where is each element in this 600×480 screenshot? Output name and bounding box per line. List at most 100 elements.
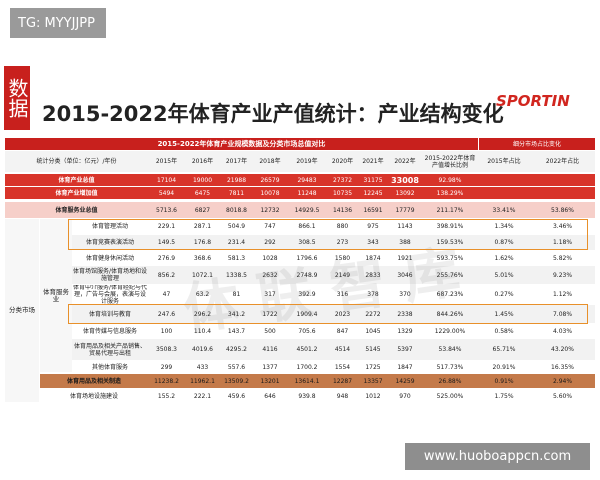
table-cell: 299: [160, 363, 173, 371]
table-cell: 10078: [260, 189, 280, 197]
table-cell: 1338.5: [226, 271, 247, 279]
table-cell: 53.86%: [551, 206, 574, 214]
table-cell: 317: [264, 291, 276, 298]
table-cell: 557.6: [227, 363, 246, 371]
table-cell: 1847: [397, 363, 413, 371]
row-label: 体育场馆服务/体育场地和设施管理: [72, 268, 148, 282]
row-label: 体育用品及相关制造: [66, 377, 121, 385]
table-cell: 5494: [158, 189, 175, 197]
table-cell: 593.75%: [436, 254, 464, 262]
table-cell: 20.91%: [492, 363, 516, 371]
table-cell: 6827: [194, 206, 211, 214]
row-label: 体育服务业总值: [55, 206, 98, 214]
row-label: 体育健身休闲活动: [85, 254, 134, 262]
table-cell: 138.29%: [436, 189, 464, 197]
table-cell: 1028: [262, 254, 278, 262]
table-cell: 149.5: [157, 239, 176, 246]
table-cell: 308.5: [298, 239, 316, 246]
table-side-title: 细分市场占比变化: [479, 138, 595, 150]
header-cell: 2018年: [259, 158, 281, 165]
table-cell: 273: [336, 239, 349, 246]
table-cell: 13357: [363, 377, 383, 385]
table-cell: 1554: [334, 363, 351, 371]
table-cell: 4501.2: [296, 346, 318, 353]
table-cell: 47: [162, 291, 171, 298]
row-label: 体育产业总值: [58, 176, 95, 184]
table-cell: 16591: [363, 206, 383, 214]
table-cell: 63.2: [195, 291, 210, 298]
table-cell: 1072.1: [192, 271, 213, 279]
table-cell: 222.1: [193, 392, 212, 400]
row-bg: [72, 219, 595, 234]
table-cell: 705.6: [298, 328, 316, 335]
table-cell: 1.75%: [494, 392, 514, 400]
table-cell: 26579: [260, 176, 280, 184]
table-cell: 33.41%: [492, 206, 516, 214]
row-label: 体育中介服务/体育经纪与代理，广告与会展，表演与设计服务: [72, 285, 148, 304]
table-cell: 81: [232, 291, 241, 298]
table-cell: 296.2: [193, 310, 212, 318]
table-cell: 27372: [332, 176, 353, 184]
table-cell: 26.88%: [438, 377, 462, 385]
table-cell: 1725: [365, 363, 381, 371]
table-cell: 21988: [226, 176, 247, 184]
table-cell: 316: [336, 291, 349, 298]
table-cell: 155.2: [157, 392, 176, 400]
row-bg: [5, 187, 595, 199]
row-label: 体育培训与教育: [88, 310, 131, 318]
header-cell: 2020年: [331, 158, 354, 165]
row-label: 体育场地设施建设: [69, 392, 118, 400]
table-cell: 1.12%: [552, 291, 573, 298]
table-cell: 53.84%: [438, 346, 462, 353]
header-cell: 2021年: [362, 158, 384, 165]
table-cell: 581.3: [227, 254, 246, 262]
table-cell: 0.58%: [494, 328, 514, 335]
row-bg: [72, 325, 595, 338]
table-cell: 292: [264, 239, 276, 246]
table-cell: 100: [160, 328, 173, 335]
title: 2015-2022年体育产业产值统计：产业结构变化: [42, 102, 504, 126]
table-cell: 255.76%: [436, 271, 464, 279]
table-cell: 939.8: [298, 392, 316, 400]
table-cell: 2338: [397, 310, 413, 318]
row-bg: [72, 251, 595, 265]
header-bg: [5, 151, 595, 172]
table-cell: 0.91%: [494, 377, 514, 385]
table-cell: 1.45%: [494, 310, 514, 318]
table-cell: 1796.6: [296, 254, 318, 262]
table-cell: 2023: [334, 310, 351, 318]
table-cell: 747: [264, 223, 276, 230]
table-cell: 17104: [156, 176, 177, 184]
table-cell: 433: [196, 363, 209, 371]
table-cell: 10735: [332, 189, 353, 197]
row-label: 其他体育服务: [91, 363, 128, 371]
table-cell: 11962.1: [190, 377, 215, 385]
table-cell: 7811: [228, 189, 245, 197]
row-bg: [5, 202, 595, 218]
header-cell: 2015年: [155, 158, 178, 165]
table-cell: 14929.5: [294, 206, 320, 214]
header-cell: 2022年: [394, 158, 416, 165]
table-cell: 3.46%: [552, 223, 573, 230]
table-cell: 14259: [395, 377, 415, 385]
table-cell: 5713.6: [156, 206, 177, 214]
table-cell: 12287: [332, 377, 353, 385]
row-bg: [72, 235, 595, 250]
table-title: 2015-2022年体育产业规模数据及分类市场总值对比: [5, 138, 478, 150]
row-bg: [5, 174, 595, 186]
row-label: 体育竞赛表演活动: [85, 239, 134, 246]
table-cell: 31175: [363, 176, 383, 184]
table-cell: 5397: [397, 346, 413, 353]
row-label: 体育产业增加值: [55, 189, 98, 197]
badge: TG: MYYJJPP: [10, 8, 106, 38]
table-cell: 646: [264, 392, 276, 400]
row-bg: [72, 285, 595, 304]
table-cell: 287.1: [193, 223, 212, 230]
table-cell: 525.00%: [436, 392, 464, 400]
table-cell: 4514: [334, 346, 351, 353]
group-label: 分类市场: [5, 219, 39, 402]
table-cell: 13201: [260, 377, 280, 385]
table-cell: 388: [399, 239, 411, 246]
row-bg: [72, 266, 595, 284]
